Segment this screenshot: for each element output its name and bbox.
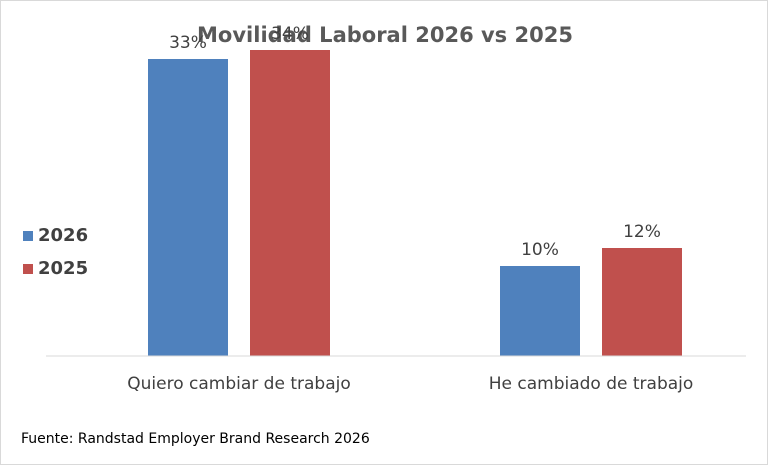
value-label-2026-cat-1: 10%	[521, 240, 559, 260]
category-label-1: He cambiado de trabajo	[489, 374, 694, 394]
legend: 2026 2025	[23, 225, 88, 279]
bar-2025-cat-1	[602, 248, 682, 356]
legend-label-2026: 2026	[38, 225, 88, 246]
bar-2026-cat-0	[148, 59, 228, 356]
chart-title: Movilidad Laboral 2026 vs 2025	[197, 23, 573, 47]
value-label-2025-cat-0: 34%	[271, 24, 309, 44]
legend-swatch-2025	[23, 264, 33, 274]
bar-2026-cat-1	[500, 266, 580, 356]
source-note: Fuente: Randstad Employer Brand Research…	[21, 431, 370, 447]
category-labels-group: Quiero cambiar de trabajo He cambiado de …	[127, 374, 693, 394]
value-labels-group: 33% 34% 10% 12%	[169, 24, 661, 260]
value-label-2025-cat-1: 12%	[623, 222, 661, 242]
category-label-0: Quiero cambiar de trabajo	[127, 374, 350, 394]
legend-swatch-2026	[23, 231, 33, 241]
bar-2025-cat-0	[250, 50, 330, 356]
bars-group	[148, 50, 682, 356]
legend-label-2025: 2025	[38, 258, 88, 279]
value-label-2026-cat-0: 33%	[169, 33, 207, 53]
